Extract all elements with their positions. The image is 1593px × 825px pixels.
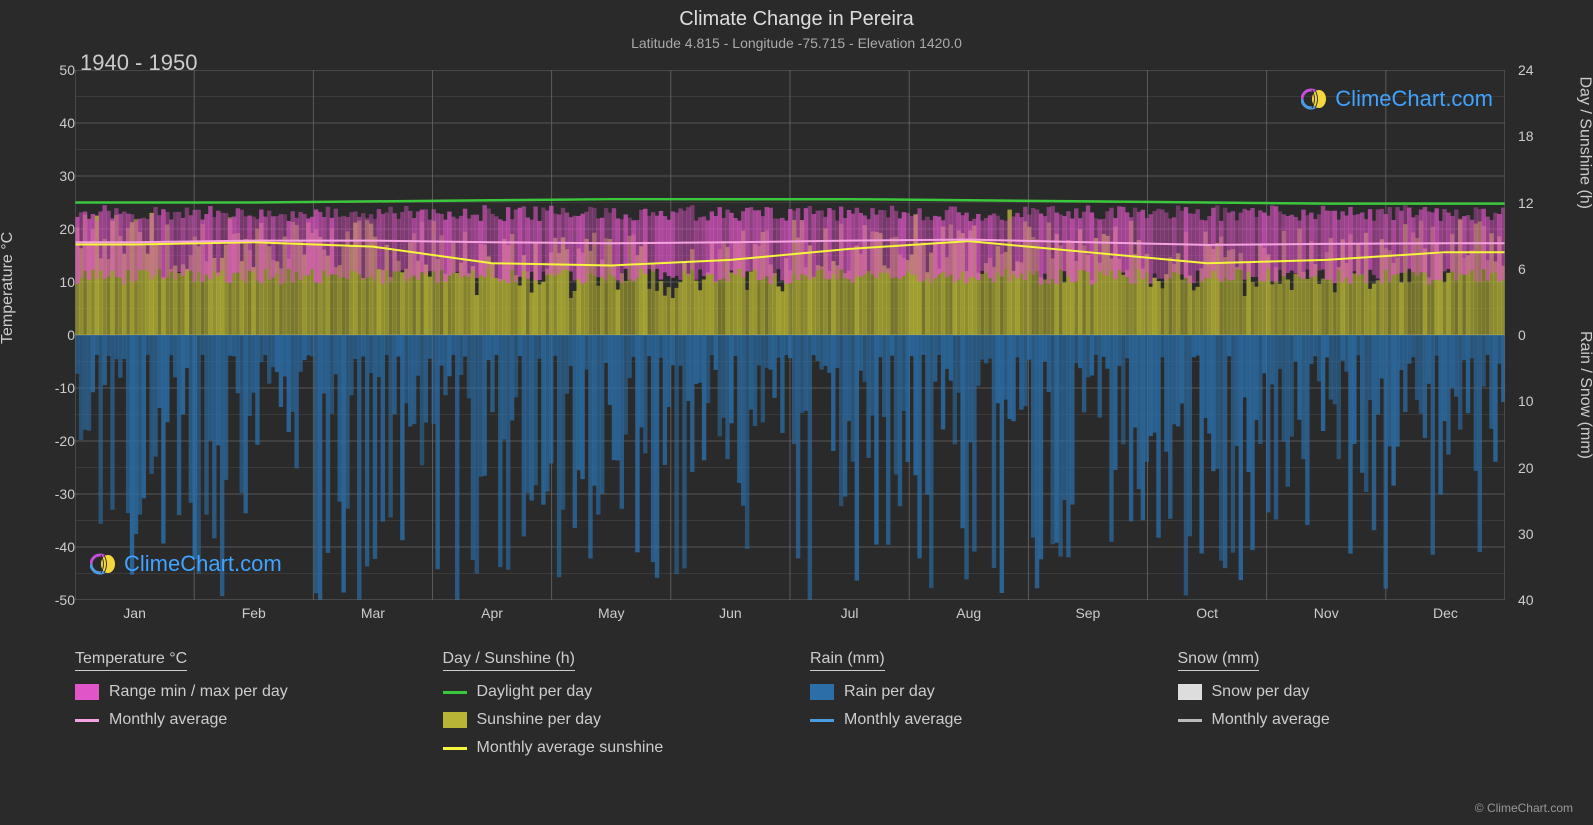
legend-rain-header: Rain (mm) bbox=[810, 650, 885, 671]
legend-temp-header: Temperature °C bbox=[75, 650, 187, 671]
legend-label: Monthly average bbox=[844, 711, 962, 729]
y-tick-left: -50 bbox=[40, 592, 75, 608]
x-tick: Jan bbox=[105, 605, 165, 621]
y-tick-left: 10 bbox=[40, 274, 75, 290]
chart-title: Climate Change in Pereira bbox=[0, 0, 1593, 31]
logo-icon bbox=[90, 550, 118, 578]
y-tick-left: 20 bbox=[40, 221, 75, 237]
x-tick: Oct bbox=[1177, 605, 1237, 621]
x-tick: Nov bbox=[1296, 605, 1356, 621]
x-tick: Mar bbox=[343, 605, 403, 621]
climate-chart: Climate Change in Pereira Latitude 4.815… bbox=[0, 0, 1593, 825]
legend-item: Sunshine per day bbox=[443, 711, 771, 729]
y-tick-left: -40 bbox=[40, 539, 75, 555]
legend-day-header: Day / Sunshine (h) bbox=[443, 650, 576, 671]
legend-label: Monthly average bbox=[109, 711, 227, 729]
y-tick-right: 30 bbox=[1518, 526, 1553, 542]
y-axis-right-top-label: Day / Sunshine (h) bbox=[1576, 76, 1593, 209]
plot-area bbox=[75, 70, 1505, 600]
y-tick-right: 24 bbox=[1518, 62, 1553, 78]
x-tick: Jun bbox=[700, 605, 760, 621]
x-tick: Aug bbox=[939, 605, 999, 621]
x-tick: May bbox=[581, 605, 641, 621]
legend-item: Monthly average bbox=[810, 711, 1138, 729]
chart-subtitle: Latitude 4.815 - Longitude -75.715 - Ele… bbox=[0, 31, 1593, 51]
y-tick-right: 12 bbox=[1518, 195, 1553, 211]
y-tick-right: 40 bbox=[1518, 592, 1553, 608]
legend-item: Rain per day bbox=[810, 683, 1138, 701]
legend-label: Rain per day bbox=[844, 683, 935, 701]
legend-snow-header: Snow (mm) bbox=[1178, 650, 1260, 671]
y-axis-right: 2418126010203040 bbox=[1518, 70, 1553, 600]
y-tick-right: 18 bbox=[1518, 128, 1553, 144]
y-axis-left-label: Temperature °C bbox=[0, 232, 17, 344]
legend-item: Snow per day bbox=[1178, 683, 1506, 701]
legend-label: Monthly average sunshine bbox=[477, 739, 664, 757]
legend-swatch bbox=[810, 719, 834, 722]
legend-swatch bbox=[1178, 719, 1202, 722]
legend-rain: Rain (mm) Rain per day Monthly average bbox=[810, 650, 1138, 767]
legend-item: Daylight per day bbox=[443, 683, 771, 701]
watermark-text: ClimeChart.com bbox=[1335, 86, 1493, 112]
y-tick-left: 50 bbox=[40, 62, 75, 78]
legend-item: Monthly average sunshine bbox=[443, 739, 771, 757]
y-tick-right: 6 bbox=[1518, 261, 1553, 277]
y-tick-left: 0 bbox=[40, 327, 75, 343]
logo-icon bbox=[1301, 85, 1329, 113]
legend-swatch bbox=[443, 712, 467, 728]
legend-label: Monthly average bbox=[1212, 711, 1330, 729]
legend-swatch bbox=[443, 691, 467, 694]
x-tick: Jul bbox=[820, 605, 880, 621]
watermark-top: ClimeChart.com bbox=[1301, 85, 1493, 113]
x-tick: Feb bbox=[224, 605, 284, 621]
y-tick-left: -10 bbox=[40, 380, 75, 396]
watermark-bottom: ClimeChart.com bbox=[90, 550, 282, 578]
x-tick: Dec bbox=[1415, 605, 1475, 621]
legend-swatch bbox=[75, 719, 99, 722]
x-tick: Apr bbox=[462, 605, 522, 621]
legend-swatch bbox=[810, 684, 834, 700]
legend-item: Range min / max per day bbox=[75, 683, 403, 701]
legend-swatch bbox=[75, 684, 99, 700]
legend-label: Sunshine per day bbox=[477, 711, 602, 729]
y-axis-left: 50403020100-10-20-30-40-50 bbox=[40, 70, 75, 600]
legend-swatch bbox=[443, 747, 467, 750]
legend-label: Range min / max per day bbox=[109, 683, 288, 701]
y-tick-left: -30 bbox=[40, 486, 75, 502]
y-tick-left: 30 bbox=[40, 168, 75, 184]
y-axis-right-bottom-label: Rain / Snow (mm) bbox=[1576, 331, 1593, 459]
legend-swatch bbox=[1178, 684, 1202, 700]
x-tick: Sep bbox=[1058, 605, 1118, 621]
copyright: © ClimeChart.com bbox=[1475, 801, 1573, 815]
y-tick-right: 20 bbox=[1518, 460, 1553, 476]
y-tick-right: 10 bbox=[1518, 393, 1553, 409]
y-tick-left: 40 bbox=[40, 115, 75, 131]
legend: Temperature °C Range min / max per day Mo… bbox=[75, 650, 1505, 767]
x-axis: Jan Feb Mar Apr May Jun Jul Aug Sep Oct Nov Dec bbox=[75, 605, 1505, 635]
legend-item: Monthly average bbox=[1178, 711, 1506, 729]
legend-label: Daylight per day bbox=[477, 683, 593, 701]
legend-label: Snow per day bbox=[1212, 683, 1310, 701]
y-tick-right: 0 bbox=[1518, 327, 1553, 343]
chart-svg bbox=[75, 70, 1505, 600]
watermark-text: ClimeChart.com bbox=[124, 551, 282, 577]
legend-item: Monthly average bbox=[75, 711, 403, 729]
legend-daylight: Day / Sunshine (h) Daylight per day Sunsh… bbox=[443, 650, 771, 767]
y-tick-left: -20 bbox=[40, 433, 75, 449]
legend-temperature: Temperature °C Range min / max per day Mo… bbox=[75, 650, 403, 767]
legend-snow: Snow (mm) Snow per day Monthly average bbox=[1178, 650, 1506, 767]
